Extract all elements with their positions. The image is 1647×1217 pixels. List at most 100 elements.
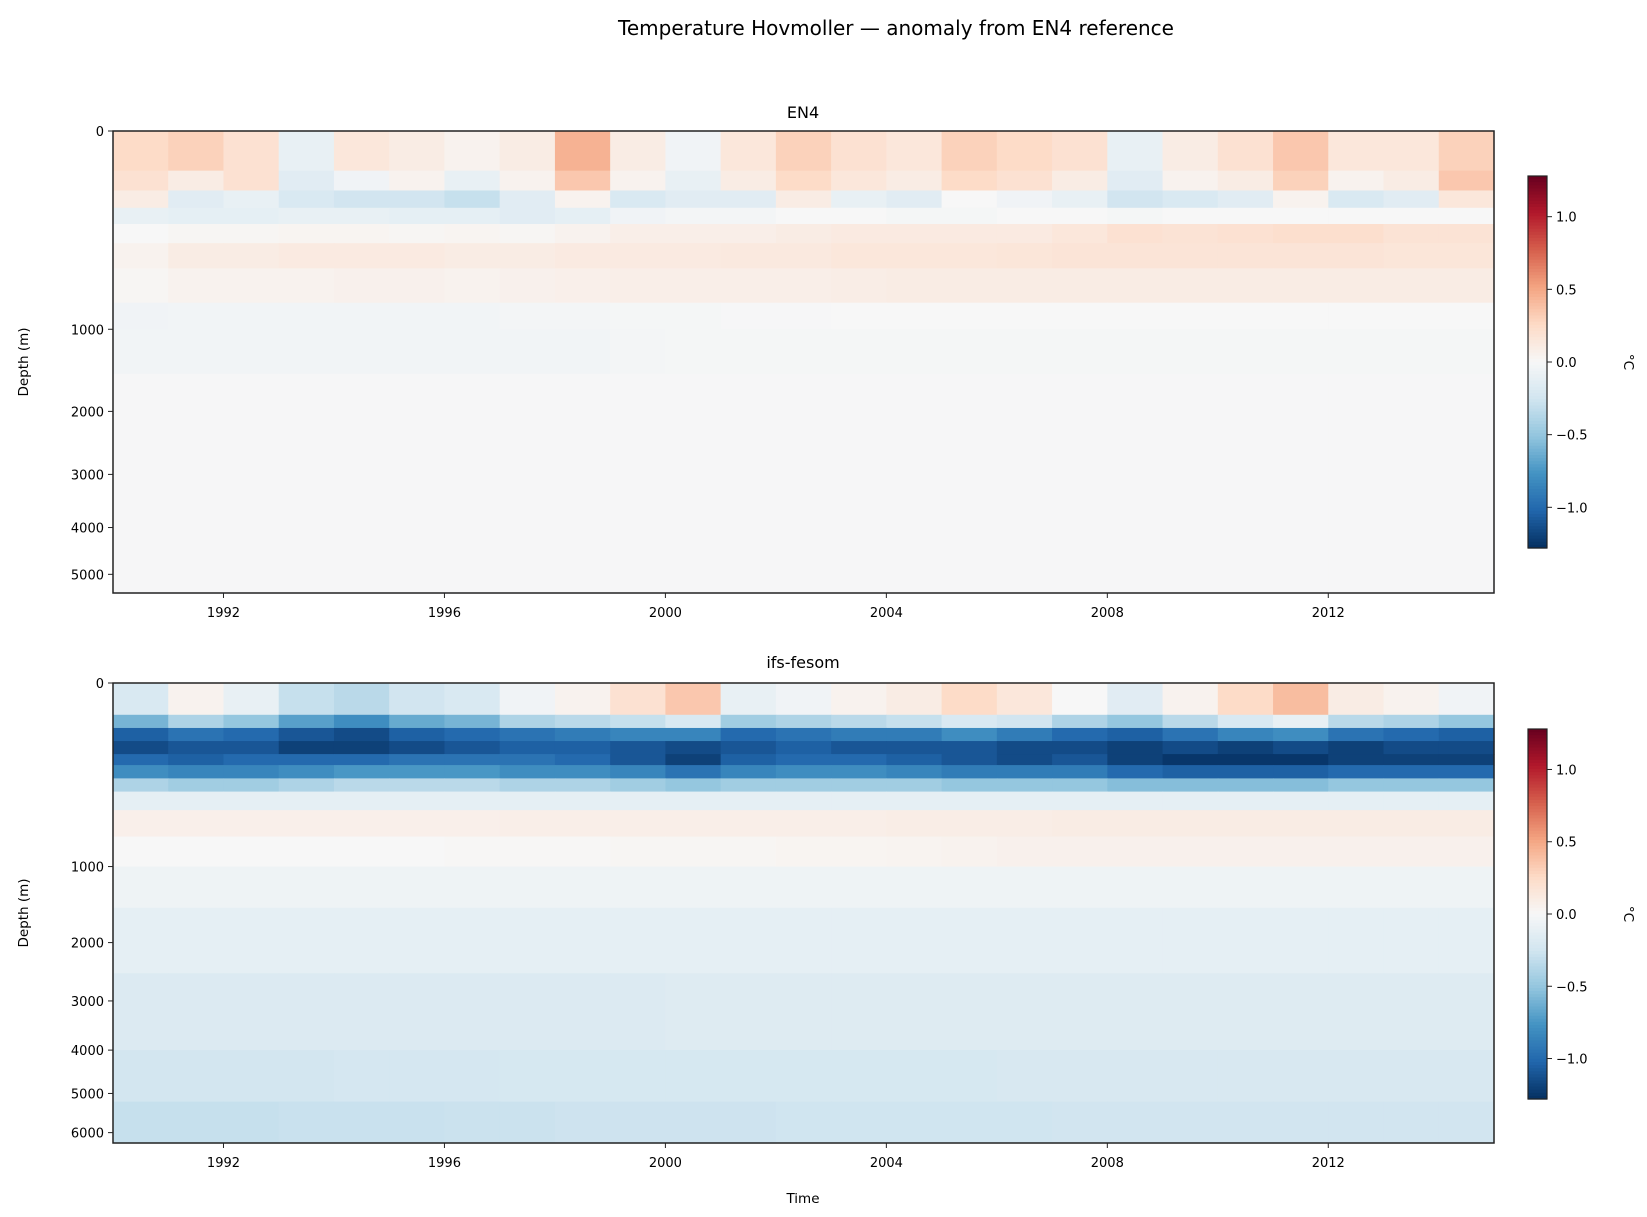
colorbar-segment [1528, 219, 1547, 224]
heatmap-cell [1273, 836, 1329, 868]
colorbar-segment [1528, 377, 1547, 382]
heatmap-cell [223, 727, 280, 742]
heatmap-cell [1217, 973, 1274, 1051]
heatmap-cell [389, 836, 446, 868]
colorbar-segment [1528, 815, 1547, 820]
colorbar-segment [1528, 907, 1547, 912]
heatmap-cell [1328, 527, 1385, 594]
heatmap-cell [223, 683, 280, 716]
heatmap-cell [499, 727, 556, 742]
heatmap-cell [444, 223, 501, 244]
heatmap-cell [996, 778, 1053, 793]
colorbar-segment [1528, 729, 1547, 733]
colorbar-segment [1528, 290, 1547, 295]
colorbar-tick-label: −0.5 [1556, 980, 1588, 995]
heatmap-cell [886, 373, 943, 446]
colorbar-segment [1528, 513, 1547, 518]
y-tick-label: 6000 [71, 1127, 104, 1142]
colorbar-segment [1528, 448, 1547, 453]
heatmap-cell [831, 727, 887, 742]
colorbar-segment [1528, 1092, 1547, 1097]
heatmap-cell [168, 527, 225, 594]
heatmap-cell [1273, 866, 1329, 909]
colorbar-segment [1528, 947, 1547, 952]
colorbar-segment [1528, 269, 1547, 273]
heatmap-cell [278, 791, 335, 811]
heatmap-cell [554, 765, 611, 779]
colorbar-segment [1528, 1009, 1547, 1014]
heatmap-cell [444, 268, 501, 304]
heatmap-cell [444, 973, 501, 1051]
colorbar-segment [1528, 1071, 1547, 1075]
heatmap-cell [499, 741, 556, 755]
heatmap-cell [1107, 866, 1164, 909]
heatmap-cell [444, 778, 501, 793]
heatmap-cell [389, 973, 446, 1051]
heatmap-cell [1052, 754, 1108, 766]
heatmap-cell [941, 190, 998, 209]
heatmap-cell [278, 373, 335, 446]
colorbar-segment [1528, 1074, 1547, 1079]
heatmap-cell [444, 791, 501, 811]
heatmap-cell [886, 268, 943, 304]
heatmap-cell [831, 329, 887, 375]
colorbar-segment [1528, 1083, 1547, 1088]
colorbar-segment [1528, 880, 1547, 884]
heatmap-cell [941, 207, 998, 225]
colorbar-segment [1528, 470, 1547, 475]
heatmap-cell [1107, 741, 1164, 755]
colorbar-segment [1528, 966, 1547, 971]
heatmap-cell [665, 714, 722, 729]
heatmap-cell [886, 444, 943, 529]
heatmap-cell [665, 973, 722, 1051]
colorbar-segment [1528, 262, 1547, 267]
heatmap-cell [1383, 329, 1440, 375]
heatmap-cell [1328, 791, 1385, 811]
heatmap-cell [223, 791, 280, 811]
y-tick-label: 2000 [71, 405, 104, 420]
heatmap-cell [1273, 714, 1329, 729]
colorbar-segment [1528, 960, 1547, 964]
heatmap-cell [1162, 302, 1219, 330]
colorbar-segment [1528, 778, 1547, 783]
heatmap-cell [223, 866, 280, 909]
heatmap-cell [333, 754, 390, 766]
heatmap-cell [831, 302, 887, 330]
heatmap-cell [665, 444, 722, 529]
heatmap-cell [168, 1050, 225, 1103]
heatmap-cell [113, 170, 169, 192]
colorbar-segment [1528, 337, 1547, 341]
colorbar-tick-label: 0.5 [1556, 836, 1577, 851]
colorbar-segment [1528, 281, 1547, 286]
colorbar-segment [1528, 467, 1547, 472]
colorbar-segment [1528, 840, 1547, 844]
colorbar-segment [1528, 904, 1547, 909]
heatmap-cell [1162, 1101, 1219, 1144]
colorbar-segment [1528, 358, 1547, 363]
colorbar-segment [1528, 535, 1547, 540]
heatmap-cell [444, 444, 501, 529]
heatmap-cell [1273, 791, 1329, 811]
heatmap-cell [1217, 866, 1274, 909]
heatmap-cell [1217, 714, 1274, 729]
heatmap-cell [333, 373, 390, 446]
colorbar-segment [1528, 507, 1547, 512]
heatmap-cell [996, 765, 1053, 779]
heatmap-cell [720, 836, 777, 868]
heatmap-cell [168, 170, 225, 192]
colorbar-segment [1528, 278, 1547, 282]
heatmap-cell [168, 243, 225, 269]
heatmap-cell [1383, 791, 1440, 811]
heatmap-cell [775, 527, 832, 594]
heatmap-cell [278, 527, 335, 594]
heatmap-cell [1273, 810, 1329, 838]
heatmap-cell [1052, 373, 1108, 446]
heatmap-cell [389, 131, 446, 172]
heatmap-cell [665, 778, 722, 793]
heatmap-cell [1217, 207, 1274, 225]
colorbar-segment [1528, 846, 1547, 850]
colorbar-tick-label: −1.0 [1556, 1053, 1588, 1068]
heatmap-cell [1107, 1050, 1164, 1103]
heatmap-cell [113, 373, 169, 446]
